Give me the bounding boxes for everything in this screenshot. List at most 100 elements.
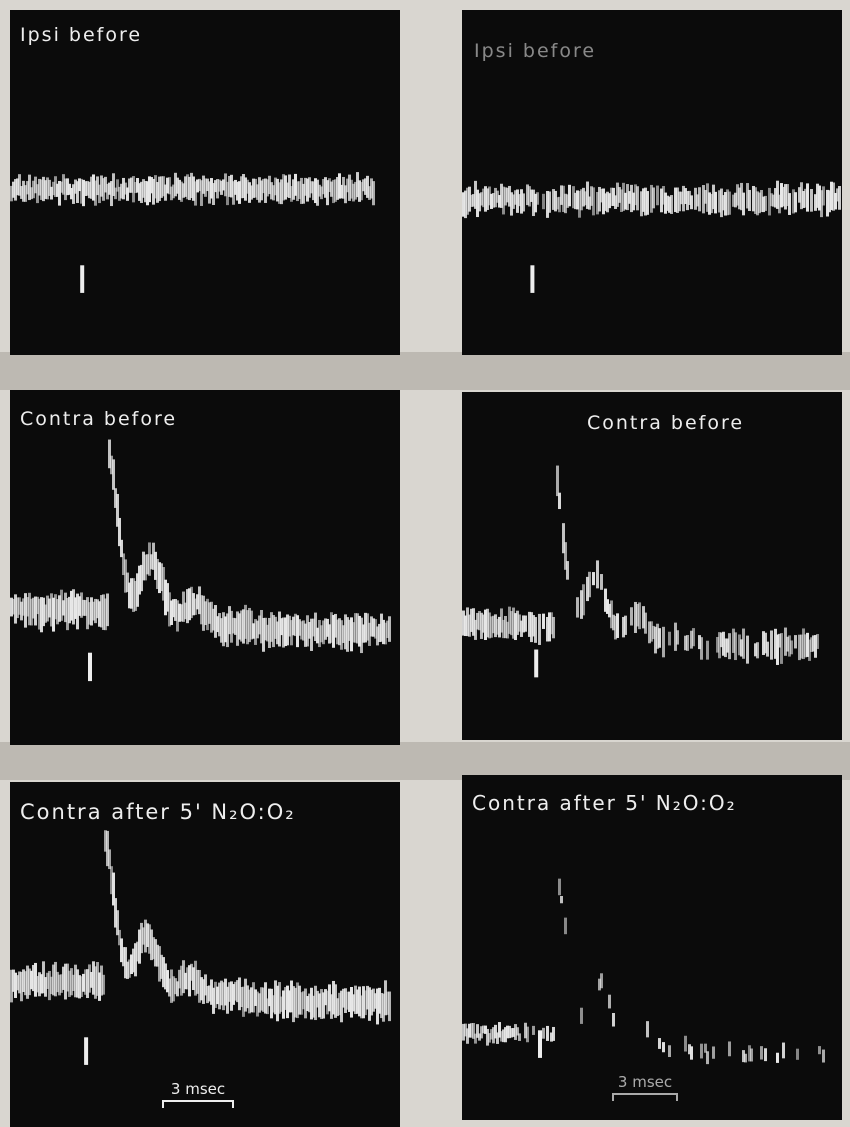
trace-segment — [106, 830, 109, 867]
trace-segment — [614, 615, 617, 640]
trace-segment — [180, 181, 183, 202]
trace-segment — [814, 635, 817, 658]
trace-segment — [90, 971, 93, 988]
trace-segment — [724, 192, 727, 216]
trace-segment — [482, 188, 485, 208]
trace-segment — [234, 179, 237, 195]
trace-segment — [294, 613, 297, 637]
trace-segment — [302, 991, 305, 1010]
trace-segment — [514, 1024, 517, 1040]
trace-segment — [776, 1052, 779, 1063]
trace-segment — [250, 987, 253, 1013]
trace-segment — [712, 184, 715, 210]
trace-segment — [680, 191, 683, 205]
trace-segment — [66, 178, 69, 196]
trace-segment — [810, 189, 813, 212]
trace-segment — [62, 600, 65, 616]
trace-segment — [690, 195, 693, 210]
trace-segment — [292, 986, 295, 1023]
trace-segment — [694, 187, 697, 210]
trace-segment — [306, 996, 309, 1012]
trace-segment — [116, 179, 119, 192]
trace — [462, 465, 819, 678]
trace-segment — [646, 191, 649, 215]
trace-segment — [32, 180, 35, 199]
trace-segment — [496, 1032, 499, 1044]
trace-segment — [150, 554, 153, 570]
trace-segment — [826, 189, 829, 217]
trace-segment — [98, 184, 101, 204]
trace-segment — [512, 194, 515, 209]
trace-segment — [748, 1045, 751, 1062]
trace-segment — [268, 988, 271, 1007]
trace-segment — [490, 616, 493, 638]
trace-segment — [806, 632, 809, 657]
trace-segment — [702, 185, 705, 214]
trace-segment — [372, 988, 375, 1012]
trace-segment — [188, 965, 191, 997]
trace-segment — [488, 186, 491, 206]
trace-segment — [494, 187, 497, 208]
panel-label: Ipsi before — [474, 40, 597, 62]
trace-segment — [22, 180, 25, 202]
trace-segment — [320, 186, 323, 200]
trace-segment — [324, 177, 327, 198]
trace-segment — [722, 195, 725, 211]
trace-segment — [104, 598, 107, 631]
trace-segment — [614, 195, 617, 209]
trace-segment — [46, 177, 49, 200]
trace-segment — [306, 615, 309, 647]
trace-segment — [210, 601, 213, 633]
trace-segment — [642, 606, 645, 629]
trace-segment — [128, 582, 131, 609]
trace-segment — [50, 593, 53, 627]
trace-segment — [356, 989, 359, 1014]
trace-segment — [588, 196, 591, 210]
trace-segment — [96, 176, 99, 196]
trace-segment — [524, 615, 527, 632]
trace-segment — [298, 985, 301, 1015]
trace-segment — [160, 954, 163, 979]
trace-segment — [516, 189, 519, 213]
trace-segment — [476, 612, 479, 630]
trace-segment — [166, 970, 169, 993]
trace-segment — [330, 612, 333, 643]
trace-segment — [248, 989, 251, 1014]
trace-segment — [268, 617, 271, 648]
trace-segment — [810, 637, 813, 652]
trace-segment — [84, 181, 87, 197]
trace-segment — [38, 972, 41, 997]
trace-segment — [28, 968, 31, 996]
trace-segment — [598, 186, 601, 212]
stimulus-marker — [534, 649, 539, 678]
trace-segment — [198, 586, 201, 615]
trace-segment — [478, 610, 481, 631]
trace — [10, 439, 391, 682]
trace-segment — [300, 621, 303, 640]
trace-segment — [538, 613, 541, 645]
trace-segment — [650, 184, 653, 213]
trace-segment — [88, 181, 91, 199]
trace-segment — [246, 610, 249, 645]
trace-segment — [256, 991, 259, 1017]
trace-segment — [124, 947, 127, 979]
trace-segment — [36, 976, 39, 993]
trace-segment — [608, 603, 611, 618]
scale-bar: 3 msec — [162, 1080, 234, 1108]
trace-segment — [218, 982, 221, 1010]
trace-segment — [796, 1048, 799, 1060]
trace-segment — [126, 187, 129, 201]
trace-segment — [56, 183, 59, 197]
trace-segment — [706, 640, 709, 660]
trace-segment — [746, 183, 749, 209]
trace-segment — [682, 185, 685, 212]
stimulus-marker — [80, 265, 85, 293]
trace-segment — [280, 179, 283, 205]
trace-segment — [688, 1044, 691, 1055]
trace-segment — [22, 598, 25, 616]
trace-segment — [40, 597, 43, 633]
trace-segment — [190, 963, 193, 981]
trace-segment — [496, 190, 499, 203]
trace-segment — [264, 617, 267, 641]
trace-segment — [28, 174, 31, 201]
